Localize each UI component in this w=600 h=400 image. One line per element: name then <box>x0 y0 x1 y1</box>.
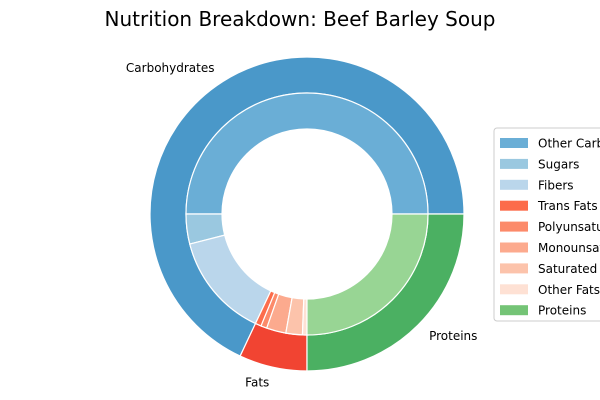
legend-swatch-sugars <box>500 158 528 169</box>
legend-label-polyunsaturated-fats[interactable]: Polyunsaturated Fats <box>538 220 600 234</box>
legend-swatch-fibers <box>500 179 528 190</box>
legend-label-other-fats[interactable]: Other Fats <box>538 283 600 297</box>
inner-slice-other-carbohydrates[interactable] <box>185 92 429 215</box>
legend-label-sugars[interactable]: Sugars <box>538 157 579 171</box>
outer-labels: Carbohydrates Fats Proteins <box>126 61 478 389</box>
chart-title: Nutrition Breakdown: Beef Barley Soup <box>105 7 496 31</box>
inner-slice-proteins[interactable] <box>306 213 429 336</box>
inner-ring <box>185 92 429 336</box>
outer-label-carbohydrates: Carbohydrates <box>126 61 215 75</box>
outer-label-fats: Fats <box>245 376 269 390</box>
legend-swatch-other-fats <box>500 284 528 295</box>
legend-swatch-saturated-fats <box>500 263 528 274</box>
legend-swatch-other-carbohydrates <box>500 138 528 148</box>
outer-label-proteins: Proteins <box>429 329 477 343</box>
legend-swatch-polyunsaturated-fats <box>500 221 528 232</box>
legend-label-other-carbohydrates[interactable]: Other Carbohydrates <box>538 137 600 151</box>
legend-label-fibers[interactable]: Fibers <box>538 178 574 192</box>
legend-label-trans-fats[interactable]: Trans Fats <box>537 199 598 213</box>
legend-label-monounsaturated-fats[interactable]: Monounsaturated Fats <box>538 241 600 255</box>
legend-swatch-trans-fats <box>500 200 528 211</box>
inner-slice-other-fats[interactable] <box>301 298 308 336</box>
legend-label-saturated-fats[interactable]: Saturated Fats <box>538 262 600 276</box>
legend-label-proteins[interactable]: Proteins <box>538 304 586 318</box>
legend[interactable]: Other Carbohydrates Sugars Fibers Trans Fat… <box>493 127 600 322</box>
legend-swatch-proteins <box>500 305 528 316</box>
legend-swatch-monounsaturated-fats <box>500 242 528 253</box>
